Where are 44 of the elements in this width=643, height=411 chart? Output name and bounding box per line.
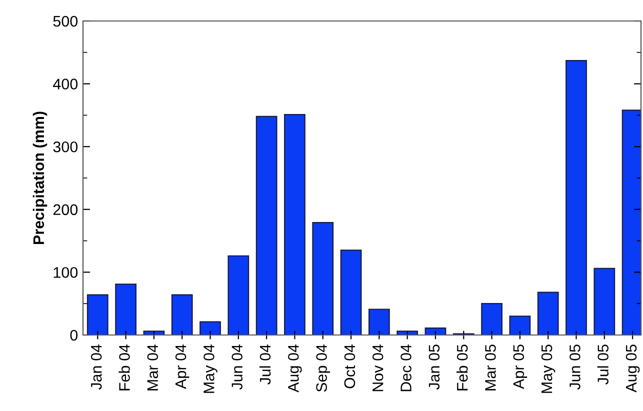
bar [537, 292, 559, 335]
bar [594, 268, 616, 335]
bar [200, 321, 221, 335]
x-tick-label: Jan 05 [428, 344, 440, 390]
y-tick-label: 500 [53, 16, 78, 27]
x-tick-label: Jun 05 [570, 344, 580, 390]
bar [312, 222, 334, 335]
bar [340, 250, 362, 335]
x-tick-label: Nov 04 [372, 344, 384, 392]
x-tick-label: Mar 05 [485, 344, 496, 390]
bar [424, 328, 446, 335]
bar [396, 330, 418, 335]
y-tick-label: 300 [53, 141, 78, 152]
x-tick-label: May 04 [204, 344, 218, 393]
x-tick-label: Mar 04 [147, 344, 158, 390]
x-tick-label: Dec 04 [400, 344, 412, 392]
bar [481, 303, 502, 335]
bar [509, 316, 531, 335]
bar [171, 294, 193, 335]
x-tick-label: Aug 05 [626, 344, 640, 392]
x-tick-label: Feb 05 [456, 344, 468, 390]
x-tick-label: Jul 04 [259, 344, 271, 385]
bar [228, 255, 250, 335]
x-tick-label: Feb 04 [118, 344, 130, 390]
y-tick-label: 100 [54, 267, 78, 278]
x-tick-label: Jul 05 [597, 344, 608, 385]
x-tick-label: Jun 04 [232, 344, 243, 390]
bar [284, 114, 306, 335]
bar [86, 294, 108, 335]
x-tick-label: Oct 04 [344, 344, 356, 388]
y-tick-label: 0 [70, 330, 78, 341]
x-tick-label: Jan 04 [90, 344, 102, 390]
bar [368, 308, 390, 335]
x-tick-label: May 05 [541, 344, 556, 393]
bar [566, 60, 587, 335]
x-tick-label: Apr 05 [513, 344, 528, 390]
bar [115, 284, 136, 335]
y-tick-label: 400 [53, 78, 78, 90]
x-tick-label: Apr 04 [175, 344, 190, 390]
bar [256, 116, 278, 335]
x-tick-label: Aug 04 [288, 344, 302, 392]
y-tick-label: 200 [53, 204, 78, 216]
x-tick-label: Sep 04 [316, 344, 330, 392]
y-axis-title: Precipitation (mm) [32, 112, 48, 244]
